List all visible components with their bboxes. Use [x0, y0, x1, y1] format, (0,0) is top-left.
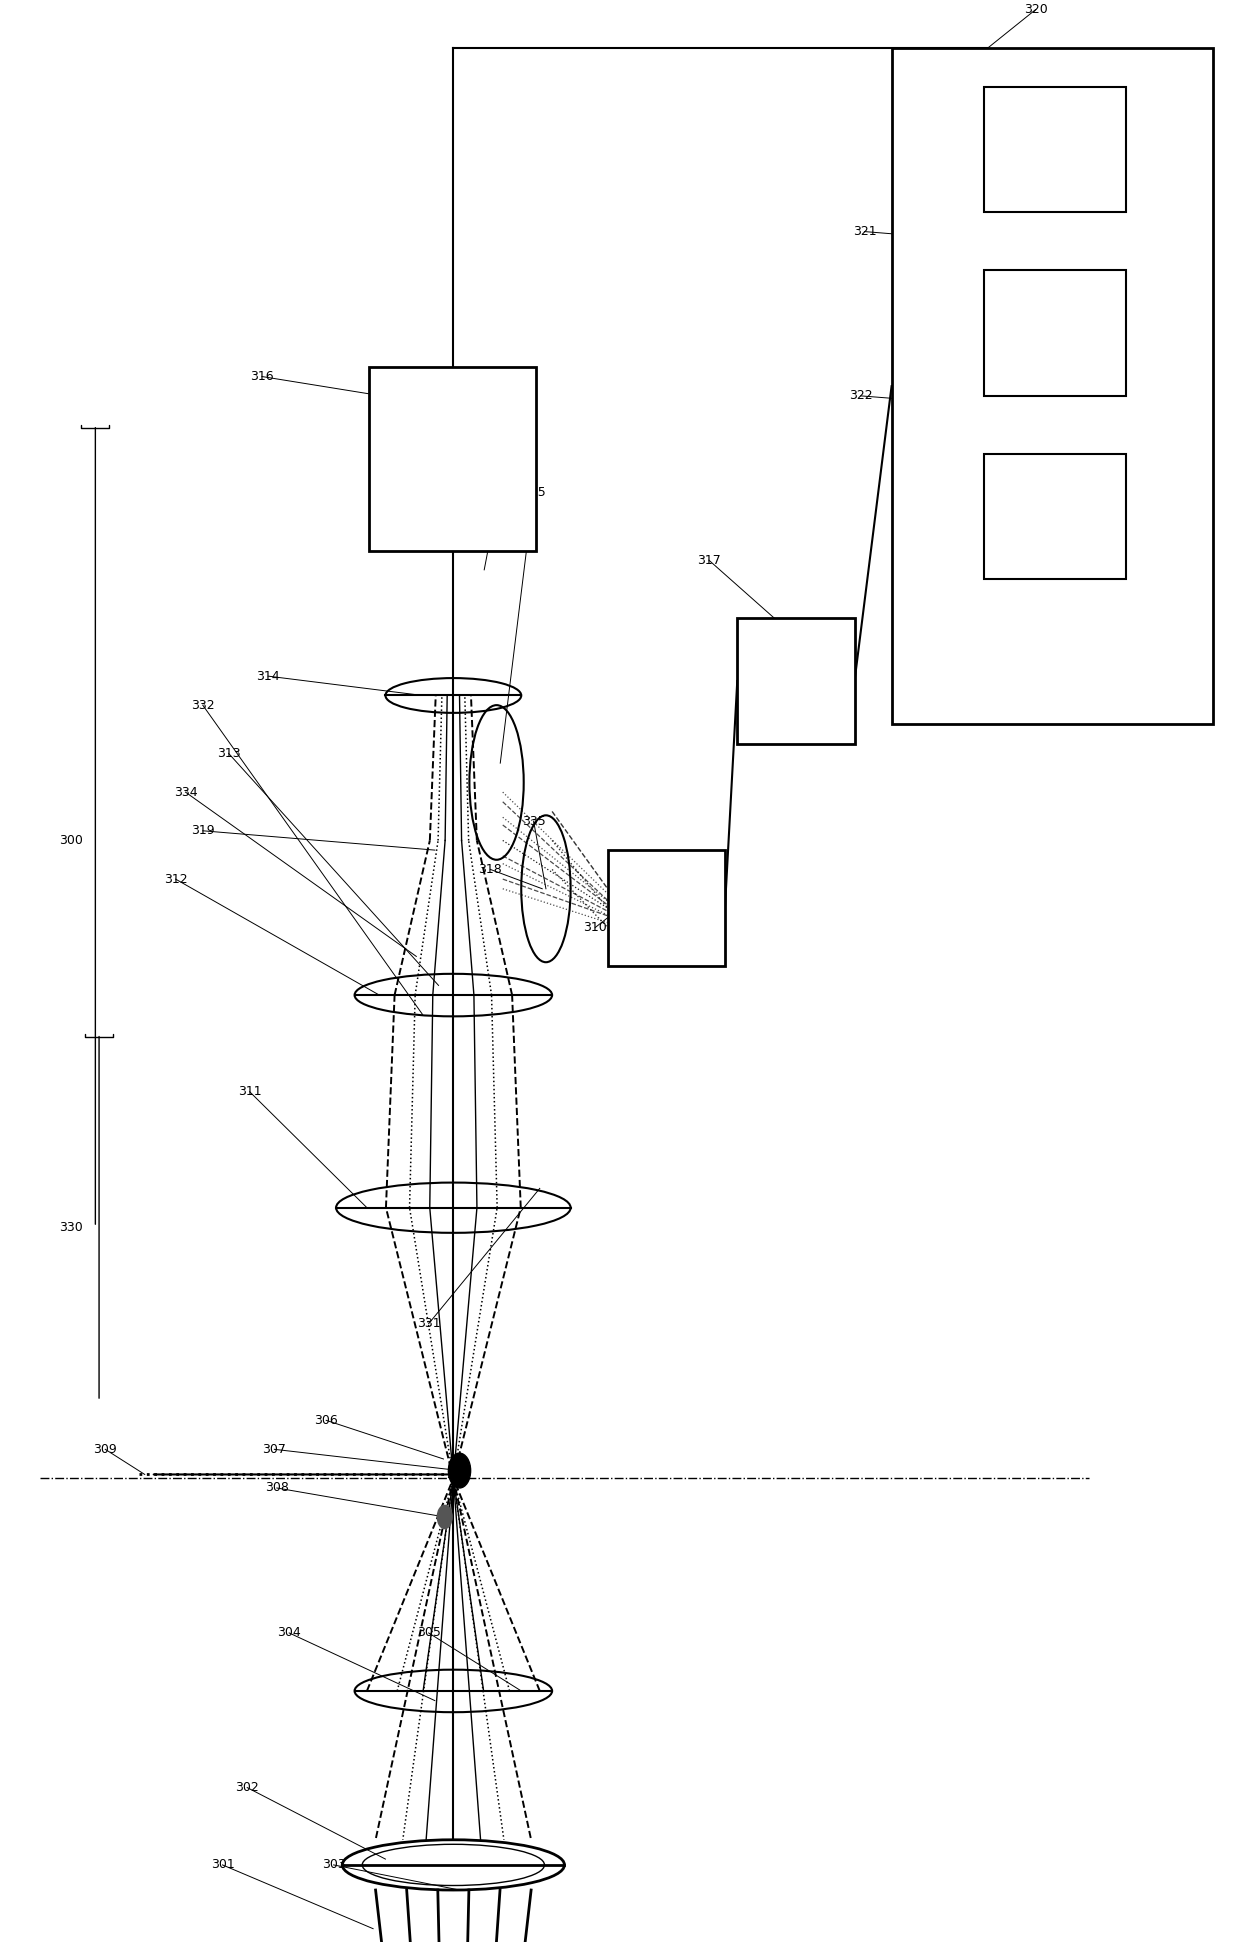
Text: 307: 307: [263, 1443, 286, 1455]
Bar: [985, 453, 1126, 580]
Text: 314: 314: [257, 669, 280, 683]
Text: 322: 322: [849, 389, 873, 403]
Circle shape: [449, 1453, 471, 1488]
Text: 308: 308: [265, 1482, 289, 1494]
Text: 333: 333: [510, 370, 533, 383]
Text: 315: 315: [522, 486, 546, 500]
Bar: [370, 368, 536, 550]
Text: 311: 311: [238, 1085, 262, 1099]
Text: 313: 313: [217, 747, 241, 760]
Bar: [608, 850, 725, 967]
Text: 316: 316: [250, 370, 274, 383]
Text: 306: 306: [314, 1414, 339, 1428]
Text: 309: 309: [93, 1443, 117, 1455]
Text: 302: 302: [236, 1782, 259, 1793]
Bar: [985, 88, 1126, 212]
Text: 318: 318: [479, 864, 502, 875]
Text: 305: 305: [417, 1626, 440, 1640]
Text: 323: 323: [1146, 76, 1169, 89]
Text: 304: 304: [278, 1626, 301, 1640]
Text: 301: 301: [211, 1857, 234, 1871]
Text: 335: 335: [522, 815, 546, 829]
Text: 310: 310: [584, 920, 608, 934]
Text: 303: 303: [321, 1857, 346, 1871]
Text: 300: 300: [58, 834, 83, 846]
Text: 334: 334: [174, 786, 197, 799]
Text: 317: 317: [697, 554, 720, 566]
Circle shape: [438, 1505, 453, 1529]
Text: 330: 330: [58, 1221, 83, 1233]
Text: 320: 320: [1024, 2, 1048, 16]
Bar: [985, 270, 1126, 397]
Text: 321: 321: [853, 226, 877, 237]
Bar: [892, 49, 1213, 724]
Text: 332: 332: [191, 698, 215, 712]
Text: 319: 319: [191, 825, 215, 836]
Bar: [738, 619, 854, 743]
Text: 331: 331: [417, 1317, 440, 1330]
Text: 312: 312: [164, 873, 187, 885]
